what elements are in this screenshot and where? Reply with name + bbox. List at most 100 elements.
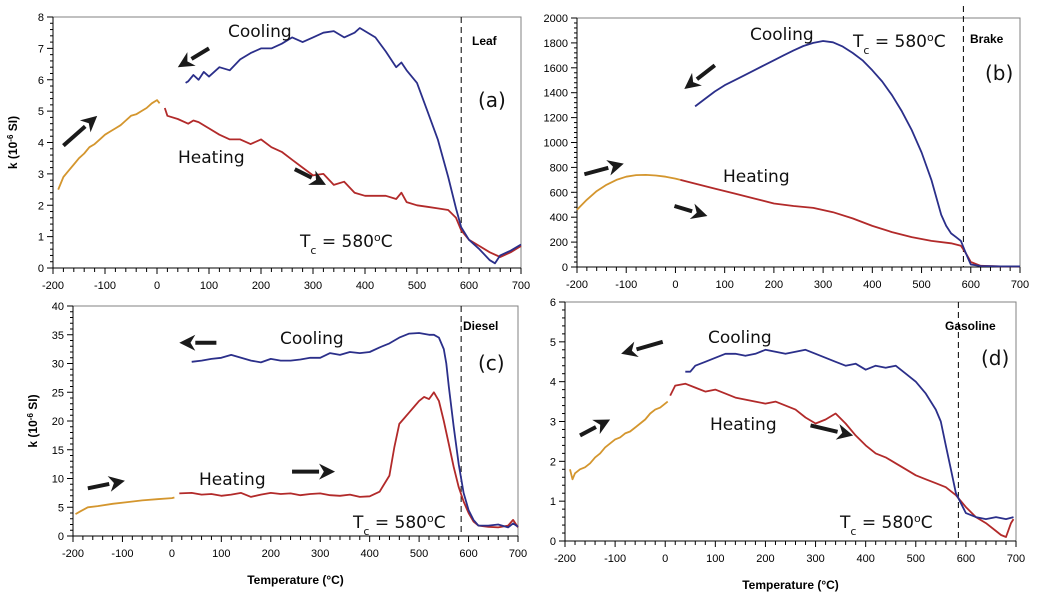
y-tick-label: 10: [52, 474, 64, 486]
arrow-heating-low-head: [606, 160, 624, 176]
panel-d: -200 -100 0 100 200 300 400 500 600 700 0 1 2 3 4 5 6 Tem…: [550, 297, 1025, 592]
arrow-heating-low-head: [592, 419, 611, 435]
x-tick-label: 600: [957, 553, 975, 565]
arrow-heating-low-head: [107, 476, 125, 492]
x-tick-label: 200: [252, 280, 270, 292]
x-tick-label: 600: [459, 548, 477, 560]
y-tick-label: 4: [38, 138, 44, 150]
curie-temperature-label: Tc = 580oC: [852, 31, 946, 57]
series-heating-low: [576, 174, 681, 211]
panel-label: (c): [478, 351, 505, 375]
x-tick-label: 0: [169, 548, 175, 560]
y-tick-label: 1800: [544, 38, 568, 50]
curie-temperature-label: Tc = 580oC: [839, 512, 933, 538]
cooling-label: Cooling: [280, 329, 344, 349]
x-tick-label: 300: [806, 553, 824, 565]
y-tick-label: 1: [550, 496, 556, 508]
heating-label: Heating: [178, 148, 245, 168]
plot-frame: [576, 17, 1021, 268]
x-tick-label: 200: [756, 553, 774, 565]
arrow-heating-low-shaft: [583, 165, 609, 177]
x-tick-label: 100: [715, 279, 733, 291]
y-tick-label: 0: [58, 531, 64, 543]
y-tick-label: 35: [52, 330, 64, 342]
y-tick-label: 30: [52, 359, 64, 371]
x-tick-label: -200: [62, 548, 84, 560]
x-tick-label: 700: [1007, 553, 1025, 565]
sample-name: Diesel: [463, 319, 498, 333]
cooling-label: Cooling: [228, 22, 292, 42]
series-heating: [179, 391, 519, 529]
x-tick-label: -200: [554, 553, 576, 565]
arrow-heating-low-shaft: [579, 425, 597, 438]
x-tick-label: 200: [262, 548, 280, 560]
arrow-heating-head: [835, 424, 854, 440]
y-tick-label: 20: [52, 416, 64, 428]
y-tick-label: 2: [550, 456, 556, 468]
x-tick-label: 400: [356, 280, 374, 292]
cooling-label: Cooling: [750, 25, 814, 45]
y-tick-label: 600: [550, 187, 568, 199]
x-tick-label: 500: [907, 553, 925, 565]
panel-a: -200 -100 0 100 200 300 400 500 600 700 0 1 2 3 4 5 6 7 8 k…: [6, 12, 531, 292]
x-tick-label: 600: [962, 279, 980, 291]
arrow-heating-low-head: [79, 115, 98, 133]
y-tick-label: 400: [550, 212, 568, 224]
heating-label: Heating: [199, 470, 266, 490]
x-tick-label: -100: [604, 553, 626, 565]
y-tick-label: 25: [52, 387, 64, 399]
arrow-cooling-shaft: [635, 339, 664, 352]
panel-c: -200 -100 0 100 200 300 400 500 600 700 0 5 10 15 20 25…: [26, 301, 528, 587]
x-tick-label: 400: [360, 548, 378, 560]
cooling-label: Cooling: [708, 328, 772, 348]
sample-name: Gasoline: [945, 319, 996, 333]
y-tick-label: 8: [38, 12, 44, 24]
y-tick-label: 1400: [544, 88, 568, 100]
arrow-cooling-head: [621, 341, 639, 358]
y-tick-label: 1600: [544, 63, 568, 75]
x-tick-label: 100: [212, 548, 230, 560]
arrow-heating-shaft: [673, 204, 693, 214]
x-tick-label: 300: [304, 280, 322, 292]
series-cooling: [191, 332, 519, 529]
x-tick-label: -100: [94, 280, 116, 292]
curie-temperature-label: Tc = 580oC: [299, 231, 393, 257]
y-tick-label: 0: [550, 536, 556, 548]
y-tick-label: 5: [58, 502, 64, 514]
x-tick-label: -200: [42, 280, 64, 292]
arrow-cooling-shaft: [190, 46, 211, 61]
y-tick-label: 1000: [544, 138, 568, 150]
x-tick-label: 400: [856, 553, 874, 565]
arrow-heating-shaft: [293, 167, 313, 180]
series-cooling: [185, 27, 522, 265]
heating-label: Heating: [723, 167, 790, 187]
arrow-heating-low-shaft: [62, 124, 87, 148]
y-tick-label: 1: [38, 232, 44, 244]
y-tick-label: 800: [550, 162, 568, 174]
x-tick-label: 600: [460, 280, 478, 292]
x-tick-label: 500: [408, 280, 426, 292]
x-tick-label: 0: [154, 280, 160, 292]
series-cooling: [685, 348, 1014, 520]
y-tick-label: 6: [38, 75, 44, 87]
y-tick-label: 7: [38, 43, 44, 55]
y-tick-label: 6: [550, 297, 556, 309]
x-axis-title: Temperature (°C): [247, 573, 344, 587]
y-tick-label: 15: [52, 445, 64, 457]
y-tick-label: 2: [38, 200, 44, 212]
x-tick-label: -200: [566, 279, 588, 291]
arrow-heating-head: [319, 463, 336, 480]
x-tick-label: 300: [311, 548, 329, 560]
y-tick-label: 2000: [544, 13, 568, 25]
arrow-cooling-head: [177, 52, 196, 68]
sample-name: Brake: [970, 32, 1004, 46]
x-tick-label: 700: [1011, 279, 1029, 291]
y-tick-label: 5: [550, 337, 556, 349]
arrow-heating-head: [308, 170, 326, 185]
panel-b: -200 -100 0 100 200 300 400 500 600 700 0 200 400 600…: [544, 6, 1029, 291]
series-heating-low: [75, 496, 175, 515]
x-tick-label: 100: [706, 553, 724, 565]
arrow-heating-shaft: [810, 423, 839, 434]
x-tick-label: 100: [200, 280, 218, 292]
